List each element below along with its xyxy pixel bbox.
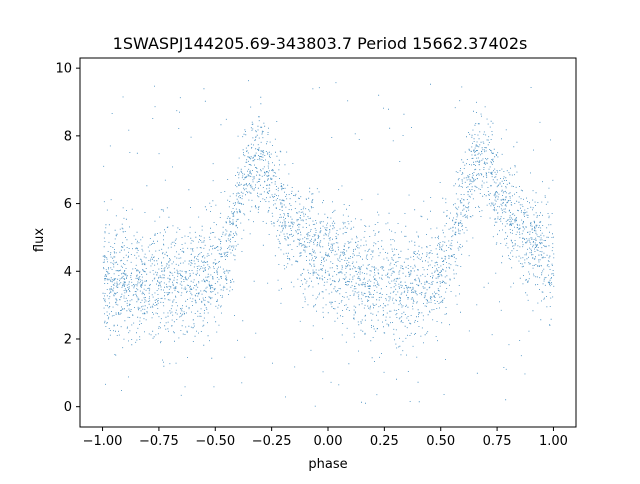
y-tick-label: 2 bbox=[64, 332, 72, 347]
x-tick-label: 1.00 bbox=[539, 434, 568, 449]
y-tick-label: 6 bbox=[64, 197, 72, 212]
chart-title: 1SWASPJ144205.69-343803.7 Period 15662.3… bbox=[113, 34, 528, 53]
x-tick-label: −1.00 bbox=[83, 434, 123, 449]
y-tick-label: 8 bbox=[64, 129, 72, 144]
data-points-layer bbox=[102, 80, 555, 407]
y-tick-label: 10 bbox=[55, 62, 72, 77]
x-axis: −1.00 −0.75 −0.50 −0.25 0.00 0.25 0.50 0.75 1.00 bbox=[83, 427, 568, 449]
y-axis-label: flux bbox=[32, 228, 47, 252]
x-tick-label: 0.25 bbox=[370, 434, 399, 449]
x-tick-label: 0.75 bbox=[483, 434, 512, 449]
x-tick-label: 0.50 bbox=[426, 434, 455, 449]
y-tick-label: 0 bbox=[64, 400, 72, 415]
x-axis-label: phase bbox=[308, 457, 347, 472]
y-axis: 0 2 4 6 8 10 bbox=[55, 62, 80, 415]
x-tick-label: 0.00 bbox=[314, 434, 343, 449]
x-tick-label: −0.25 bbox=[252, 434, 292, 449]
y-tick-label: 4 bbox=[64, 265, 72, 280]
x-tick-label: −0.75 bbox=[139, 434, 179, 449]
x-tick-label: −0.50 bbox=[195, 434, 235, 449]
scatter-points bbox=[102, 80, 555, 407]
